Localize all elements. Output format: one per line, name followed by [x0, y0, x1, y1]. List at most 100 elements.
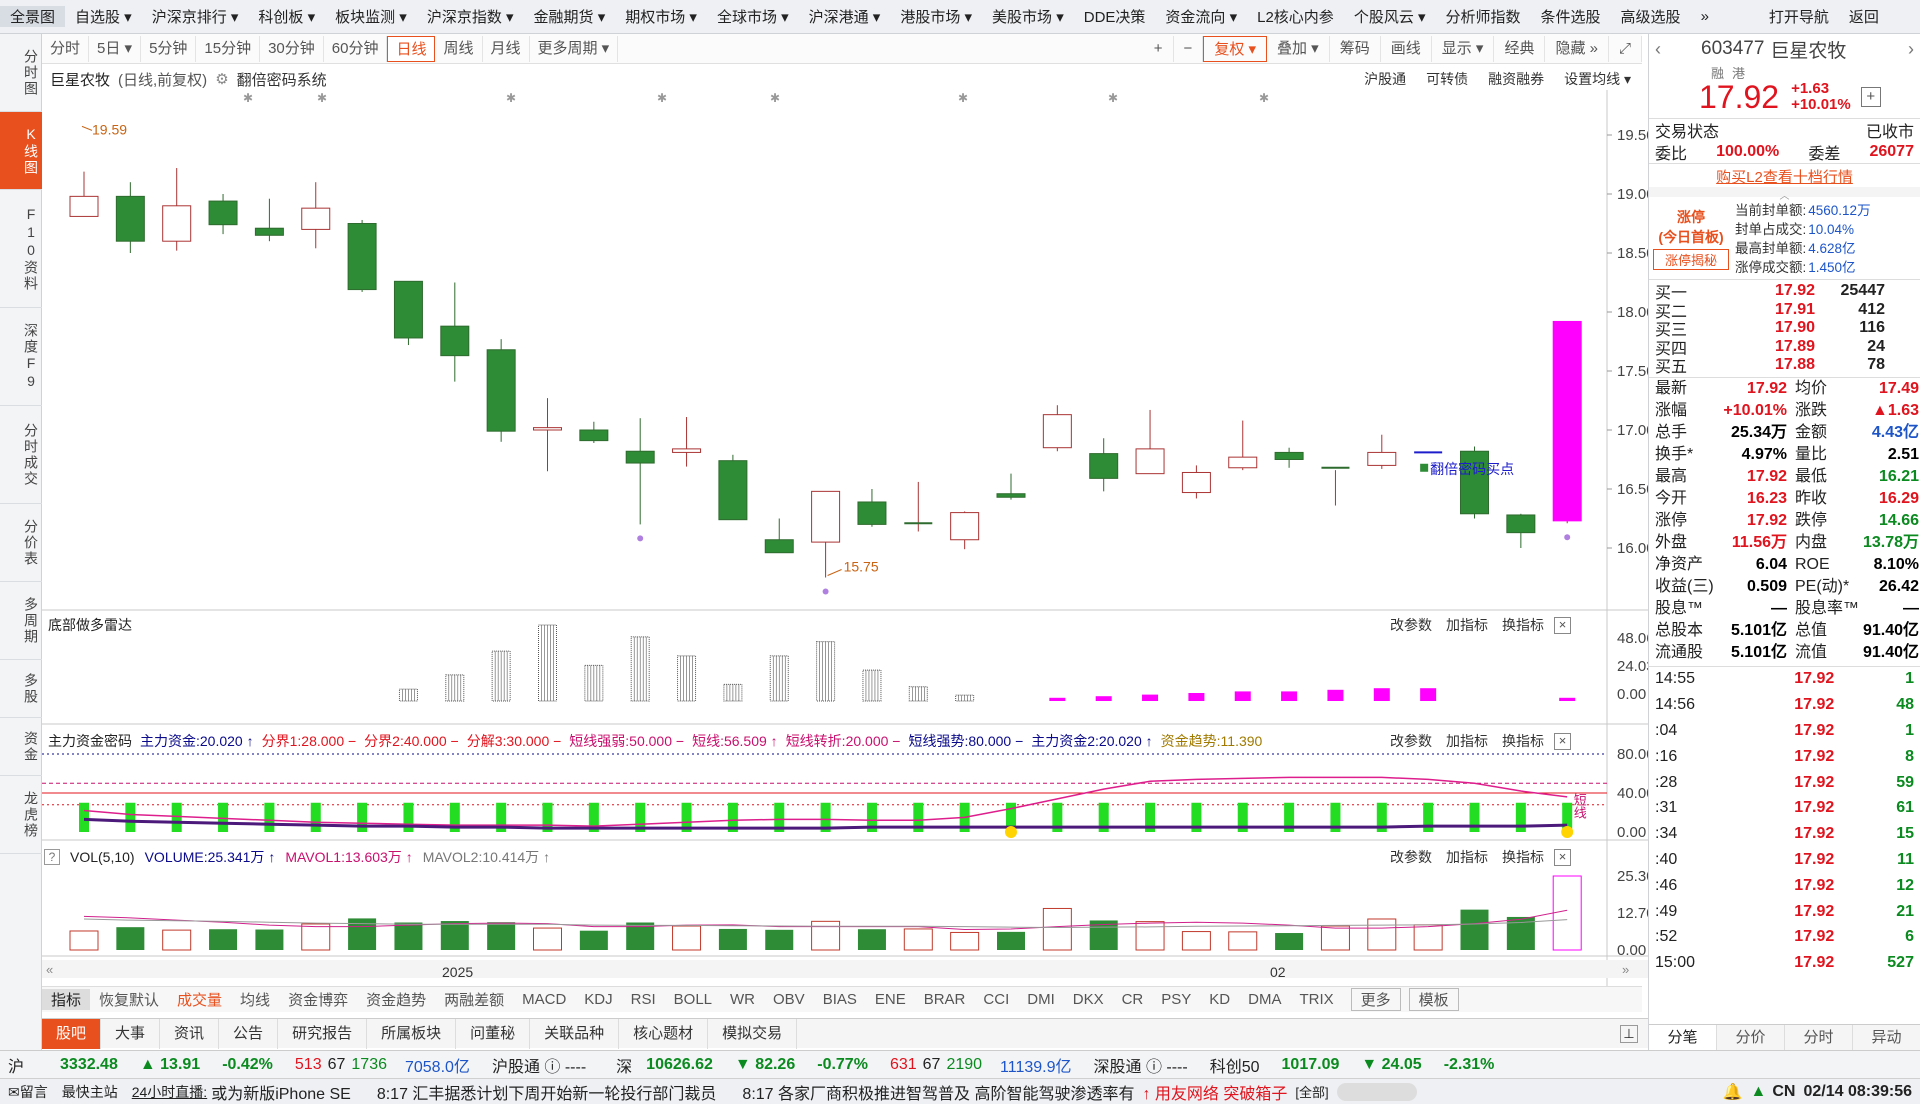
- indicator-tab[interactable]: 成交量: [177, 992, 223, 1009]
- top-menu-item[interactable]: 期权市场 ▾: [625, 9, 697, 26]
- indicator-tab[interactable]: 资金趋势: [366, 992, 427, 1009]
- period-button[interactable]: 5分钟: [141, 35, 197, 62]
- indicator-tab[interactable]: BIAS: [822, 991, 857, 1008]
- header-link[interactable]: 融资融券: [1488, 71, 1545, 87]
- top-menu-item[interactable]: 个股风云 ▾: [1353, 9, 1426, 26]
- left-tab[interactable]: K线图: [0, 112, 42, 190]
- left-tab[interactable]: 多股: [0, 660, 42, 718]
- prev-stock-arrow-icon[interactable]: ‹: [1655, 38, 1661, 59]
- gear-icon[interactable]: ⚙: [215, 71, 229, 88]
- orderbook-row[interactable]: 买三 17.90 116: [1649, 319, 1920, 339]
- scroll-left-icon[interactable]: «: [46, 962, 53, 977]
- top-menu-item[interactable]: 沪深京排行 ▾: [151, 9, 239, 26]
- sgt-label[interactable]: 深股通 ⓘ ----: [1093, 1058, 1188, 1076]
- top-menu-item[interactable]: 板块监测 ▾: [335, 9, 407, 26]
- orderbook-row[interactable]: 买四 17.89 24: [1649, 338, 1920, 358]
- bottom-tab[interactable]: 所属板块: [367, 1018, 457, 1049]
- live-label[interactable]: 24小时直播:: [131, 1083, 208, 1100]
- bottom-tab[interactable]: 问董秘: [456, 1018, 531, 1049]
- add-watch-icon[interactable]: +: [1860, 87, 1881, 107]
- indicator-tab[interactable]: DMI: [1027, 991, 1055, 1008]
- close-icon[interactable]: ×: [1554, 848, 1571, 866]
- panel-button[interactable]: 改参数: [1390, 617, 1432, 633]
- indicator-tab[interactable]: BRAR: [923, 991, 966, 1008]
- indicator-tab[interactable]: 模板: [1408, 988, 1459, 1011]
- panel-button[interactable]: 改参数: [1390, 733, 1432, 749]
- chart-tool-button[interactable]: 隐藏 »: [1545, 35, 1609, 62]
- panel-button[interactable]: 加指标: [1446, 617, 1488, 633]
- collapse-arrow-icon[interactable]: ︿: [1649, 187, 1920, 202]
- indicator-tab[interactable]: KDJ: [584, 991, 613, 1008]
- period-button[interactable]: 5日 ▾: [89, 35, 142, 62]
- top-menu-item[interactable]: »: [1700, 8, 1709, 25]
- chart-tool-button[interactable]: 显示 ▾: [1432, 35, 1495, 62]
- header-link[interactable]: 沪股通: [1364, 71, 1407, 87]
- top-menu-item[interactable]: 全景图: [0, 6, 66, 27]
- panel-button[interactable]: 加指标: [1446, 733, 1488, 749]
- limit-reveal-button[interactable]: 涨停揭秘: [1653, 248, 1729, 270]
- top-menu-item[interactable]: 分析师指数: [1445, 9, 1521, 26]
- panel-button[interactable]: 换指标: [1502, 849, 1544, 865]
- news-item-3[interactable]: 8:17 各家厂商积极推进智驾普及 高阶智能驾驶渗透率有: [742, 1085, 1135, 1103]
- orderbook-row[interactable]: 买五 17.88 78: [1649, 356, 1920, 376]
- news-item-2[interactable]: 8:17 汇丰据悉计划下周开始新一轮投行部门裁员: [376, 1085, 717, 1103]
- indicator-tab[interactable]: KD: [1209, 991, 1231, 1008]
- quote-tab[interactable]: 分笔: [1649, 1025, 1717, 1050]
- bottom-tab[interactable]: 关联品种: [530, 1018, 620, 1049]
- expand-icon[interactable]: ⊥: [1620, 1024, 1638, 1043]
- indicator-tab[interactable]: OBV: [773, 991, 805, 1008]
- indicator-tab[interactable]: TRIX: [1299, 991, 1334, 1008]
- indicator-tab[interactable]: DMA: [1248, 991, 1282, 1008]
- indicator-tab[interactable]: 指标: [42, 989, 91, 1010]
- indicator-tab[interactable]: ENE: [874, 991, 906, 1008]
- sz-index-label[interactable]: 深: [616, 1058, 633, 1076]
- chart-tool-button[interactable]: 经典: [1494, 35, 1546, 62]
- quote-tab[interactable]: 分时: [1785, 1025, 1853, 1050]
- main-site-button[interactable]: 最快主站: [61, 1083, 118, 1100]
- left-tab[interactable]: F10资料: [0, 190, 42, 308]
- left-tab[interactable]: 分时图: [0, 34, 42, 112]
- indicator-tab[interactable]: 两融差额: [444, 992, 505, 1009]
- top-menu-item[interactable]: 沪深港通 ▾: [808, 9, 881, 26]
- scroll-right-icon[interactable]: »: [1622, 962, 1629, 977]
- message-button[interactable]: ✉留言: [8, 1083, 48, 1100]
- bottom-tab[interactable]: 股吧: [42, 1018, 102, 1049]
- chart-tool-button[interactable]: 画线: [1381, 35, 1432, 62]
- left-tab[interactable]: 分时成交: [0, 406, 42, 504]
- news-item-1[interactable]: 或为新版iPhone SE: [211, 1085, 351, 1103]
- indicator-tab[interactable]: DKX: [1072, 991, 1104, 1008]
- sh-index-label[interactable]: 沪: [8, 1058, 25, 1076]
- orderbook-row[interactable]: 买一 17.92 25447: [1649, 282, 1920, 302]
- top-menu-item[interactable]: 资金流向 ▾: [1165, 9, 1238, 26]
- period-button[interactable]: 30分钟: [260, 35, 324, 62]
- indicator-tab[interactable]: BOLL: [673, 991, 712, 1008]
- indicator-tab[interactable]: CR: [1121, 991, 1144, 1008]
- quote-tab[interactable]: 分价: [1717, 1025, 1785, 1050]
- indicator-tab[interactable]: MACD: [522, 991, 567, 1008]
- hot-stock-alert[interactable]: ↑ 用友网络 突破箱子: [1142, 1085, 1288, 1103]
- chart-tool-button[interactable]: 复权 ▾: [1203, 35, 1268, 62]
- top-menu-item[interactable]: DDE决策: [1083, 9, 1146, 26]
- top-menu-item[interactable]: 条件选股: [1540, 9, 1601, 26]
- top-menu-item[interactable]: 美股市场 ▾: [992, 9, 1064, 26]
- indicator-tab[interactable]: RSI: [630, 991, 656, 1008]
- chart-tool-button[interactable]: ⤢: [1609, 35, 1642, 62]
- bottom-tab[interactable]: 模拟交易: [708, 1018, 798, 1049]
- orderbook-row[interactable]: 买二 17.91 412: [1649, 301, 1920, 321]
- period-button[interactable]: 分时: [42, 35, 90, 62]
- indicator-tab[interactable]: WR: [730, 991, 755, 1008]
- indicator-tab[interactable]: 更多: [1350, 988, 1401, 1011]
- top-menu-item[interactable]: 打开导航: [1768, 9, 1829, 26]
- period-button[interactable]: 月线: [483, 35, 530, 62]
- period-button[interactable]: 日线: [387, 35, 436, 62]
- left-tab[interactable]: 深度F9: [0, 308, 42, 406]
- panel-button[interactable]: 加指标: [1446, 849, 1488, 865]
- indicator-tab[interactable]: 均线: [240, 992, 271, 1009]
- help-icon[interactable]: ?: [44, 849, 60, 865]
- chart-tool-button[interactable]: −: [1174, 35, 1204, 62]
- indicator-tab[interactable]: CCI: [983, 991, 1010, 1008]
- quote-tab[interactable]: 异动: [1853, 1025, 1920, 1050]
- indicator-tab[interactable]: 恢复默认: [99, 992, 160, 1009]
- all-news-link[interactable]: [全部]: [1295, 1085, 1329, 1100]
- period-button[interactable]: 周线: [435, 35, 483, 62]
